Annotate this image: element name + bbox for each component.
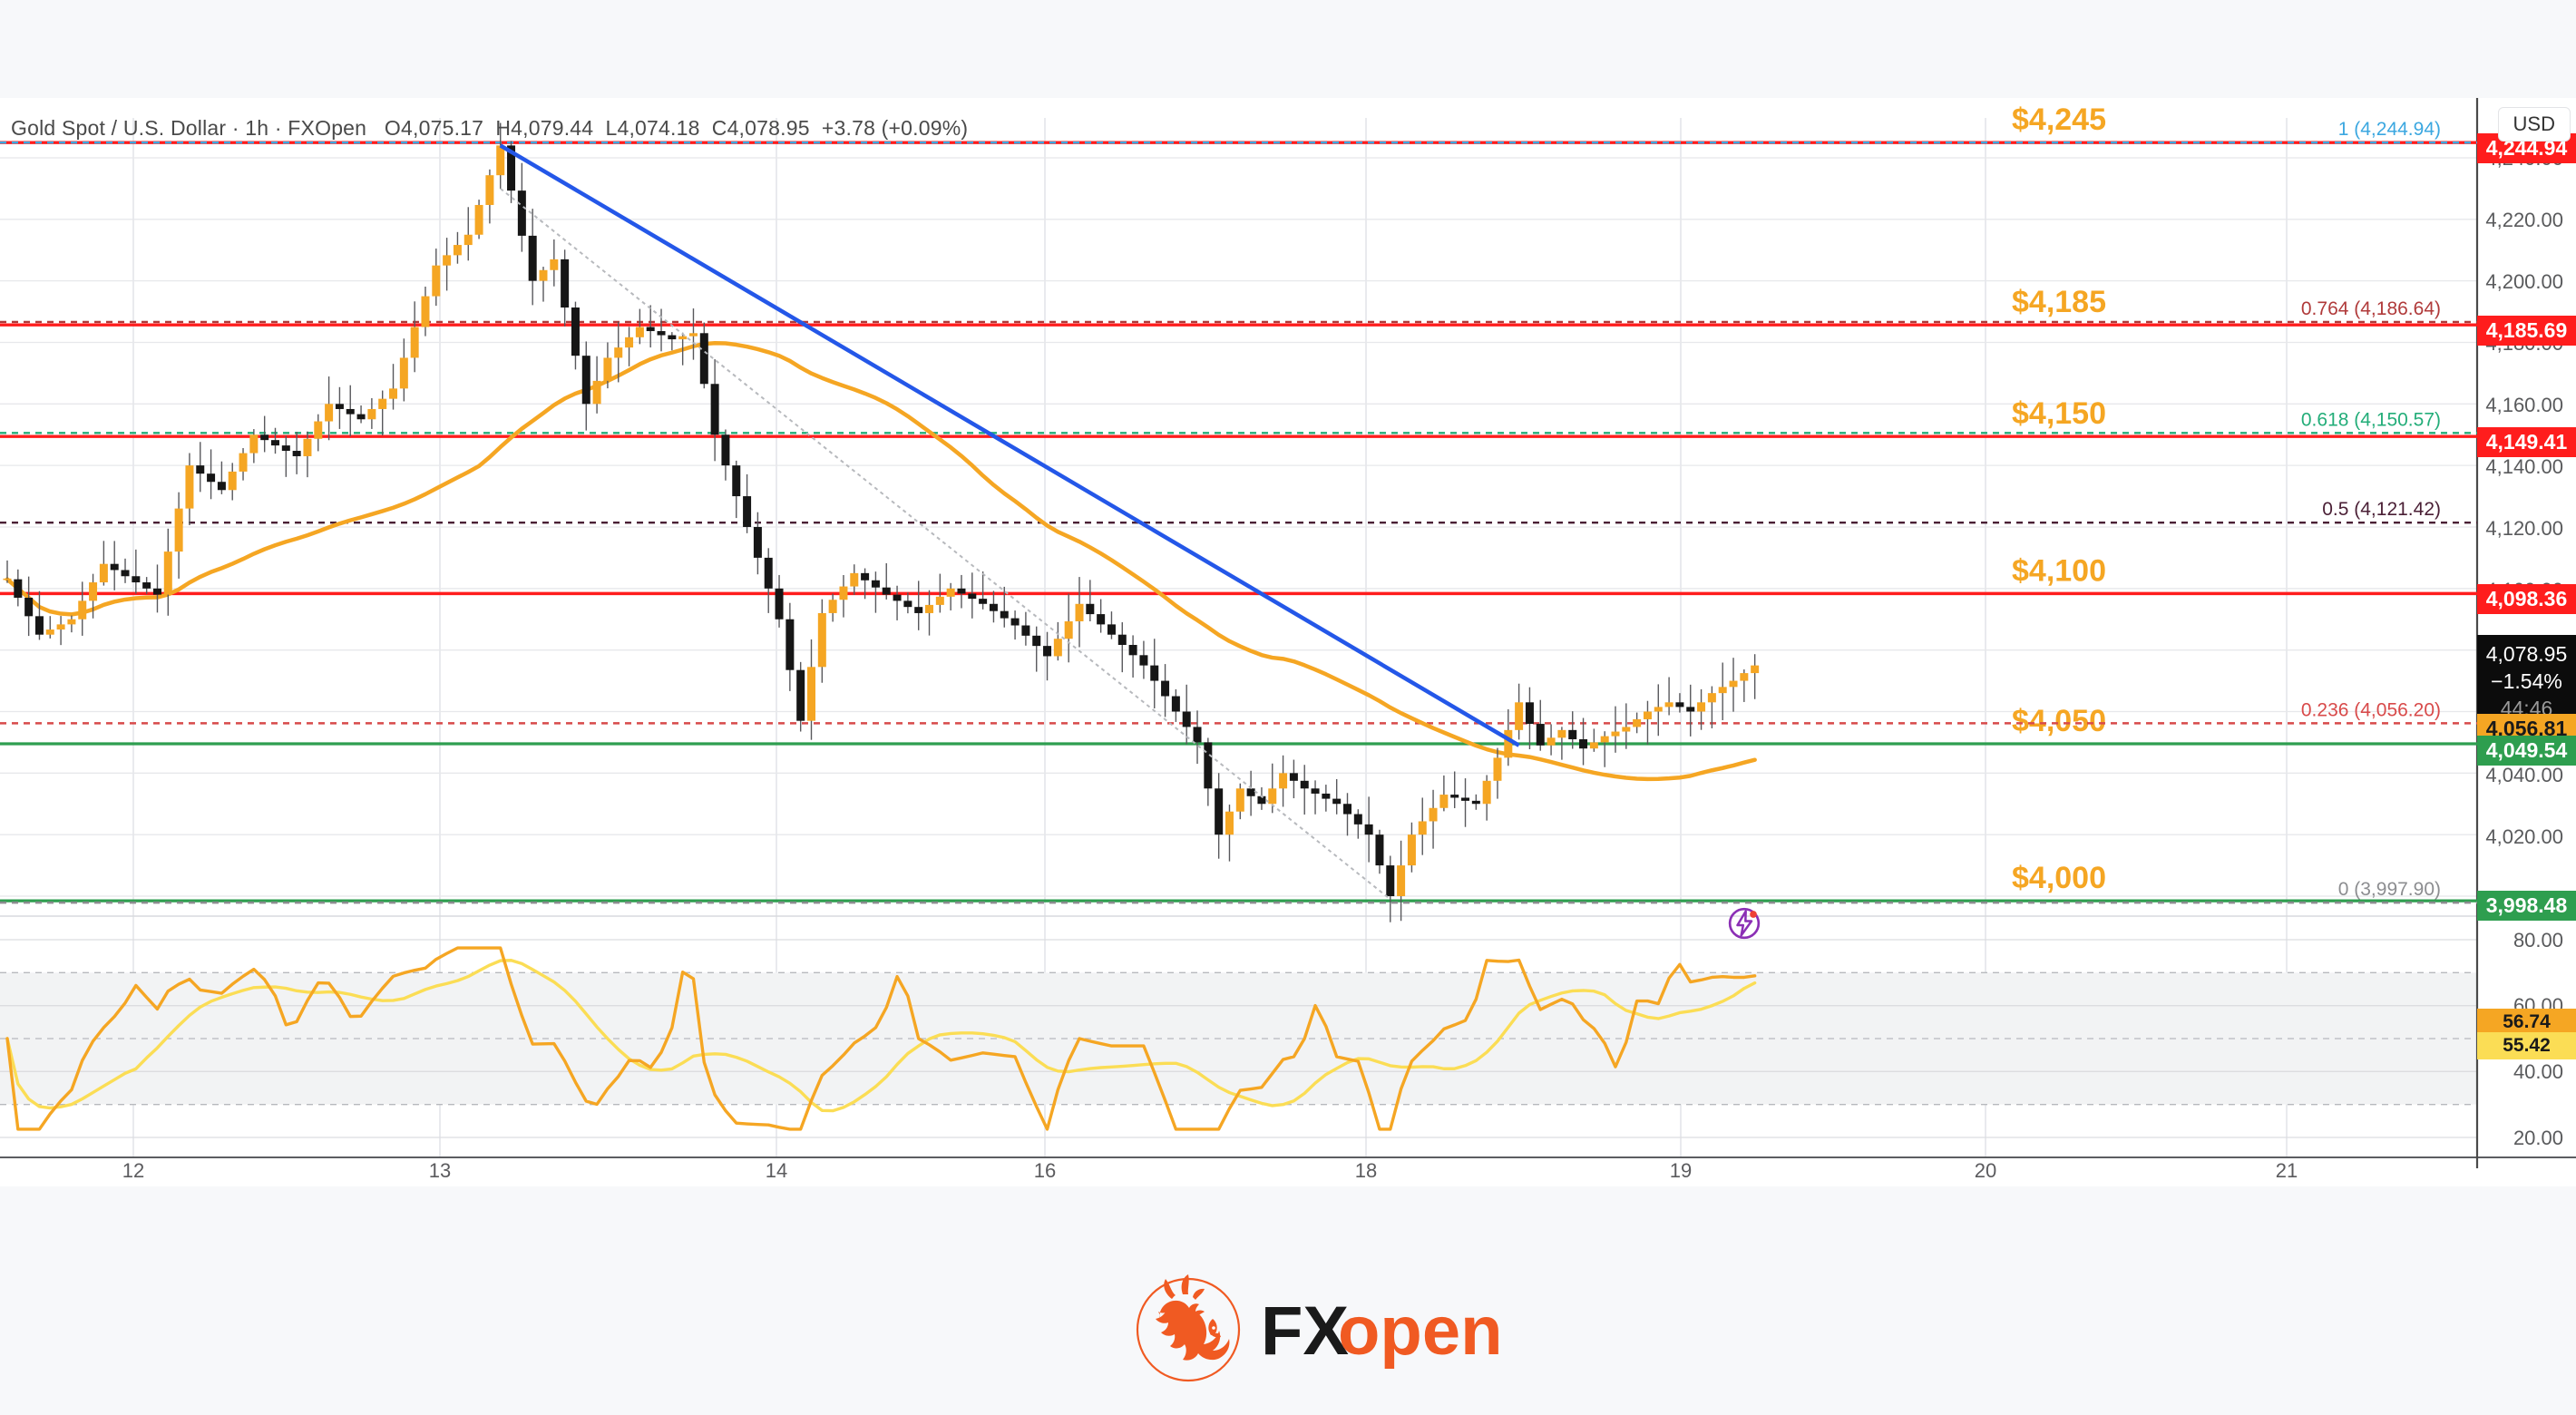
svg-text:$4,000: $4,000 — [2012, 861, 2106, 895]
svg-text:0 (3,997.90): 0 (3,997.90) — [2338, 879, 2441, 900]
svg-text:0.764 (4,186.64): 0.764 (4,186.64) — [2301, 298, 2441, 319]
svg-text:$4,185: $4,185 — [2012, 285, 2106, 319]
svg-text:0.618 (4,150.57): 0.618 (4,150.57) — [2301, 409, 2441, 430]
svg-text:1 (4,244.94): 1 (4,244.94) — [2338, 119, 2441, 140]
svg-text:open: open — [1338, 1293, 1503, 1370]
svg-text:$4,245: $4,245 — [2012, 102, 2106, 137]
svg-text:$4,150: $4,150 — [2012, 396, 2106, 431]
svg-text:$4,050: $4,050 — [2012, 704, 2106, 738]
svg-text:0.236 (4,056.20): 0.236 (4,056.20) — [2301, 699, 2441, 720]
svg-text:$4,100: $4,100 — [2012, 553, 2106, 588]
svg-text:0.5 (4,121.42): 0.5 (4,121.42) — [2322, 499, 2441, 520]
svg-text:FX: FX — [1261, 1293, 1349, 1370]
